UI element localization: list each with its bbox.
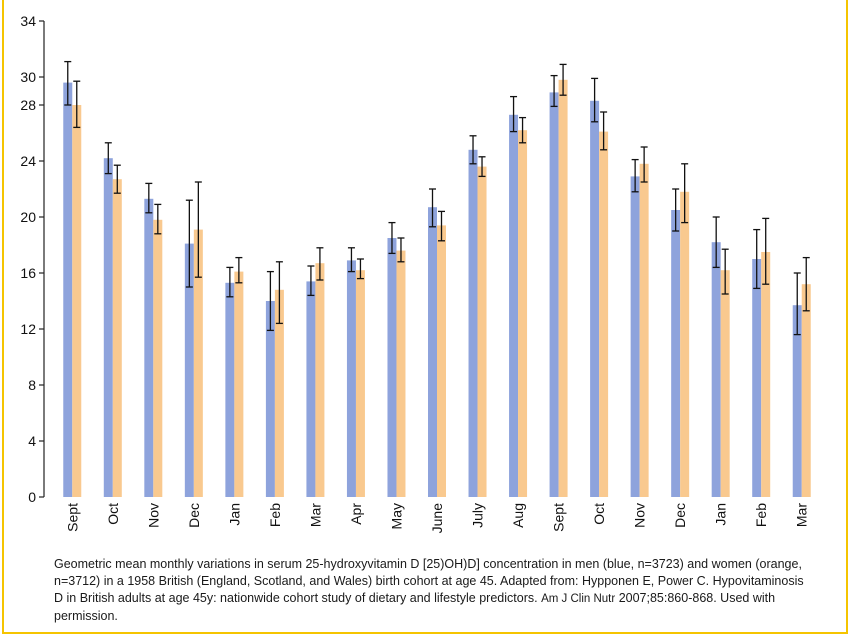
caption-citation: 2007;85:860-868. Used with permission. xyxy=(54,591,776,623)
bar xyxy=(509,114,519,498)
bar xyxy=(306,281,316,497)
y-tick-label: 28 xyxy=(20,97,36,113)
bar xyxy=(711,242,721,497)
x-tick-label: Dec xyxy=(186,503,202,528)
bar xyxy=(590,100,600,498)
x-tick-label: Aug xyxy=(510,503,526,528)
bar xyxy=(720,270,730,497)
x-tick-label: Sept xyxy=(64,503,80,532)
bar xyxy=(468,149,478,498)
bar-chart: 0 4 8 12 16 20 24 28 30 34 Sept Oct Nov Dec Jan Feb Mar A… xyxy=(20,13,811,534)
bar xyxy=(518,130,528,497)
x-tick-label: Mar xyxy=(794,503,810,527)
bar xyxy=(144,198,154,498)
y-tick-label: 0 xyxy=(28,489,36,505)
bar xyxy=(549,92,559,498)
bar xyxy=(103,158,113,497)
y-tick-label: 34 xyxy=(20,13,36,29)
bar xyxy=(761,252,771,497)
x-tick-label: Mar xyxy=(307,503,323,527)
x-tick-label: Sept xyxy=(551,503,567,532)
x-tick-label: Dec xyxy=(672,503,688,528)
y-tick-label: 30 xyxy=(20,69,36,85)
x-tick-label: Oct xyxy=(105,503,121,525)
bar xyxy=(428,207,437,497)
x-tick-label: Nov xyxy=(632,503,648,528)
y-tick-label: 12 xyxy=(20,321,36,337)
x-tick-label: Feb xyxy=(753,503,769,527)
bar xyxy=(184,243,194,497)
x-tick-label: Jan xyxy=(713,503,729,526)
bar xyxy=(346,260,356,497)
bar xyxy=(193,229,203,497)
bar xyxy=(680,191,690,498)
bar xyxy=(63,82,73,497)
bar xyxy=(387,238,397,497)
y-tick-label: 4 xyxy=(28,433,36,449)
y-tick-label: 16 xyxy=(20,265,36,281)
x-tick-label: Jan xyxy=(226,503,242,526)
y-tick-label: 24 xyxy=(20,153,36,169)
x-tick-label: May xyxy=(388,503,404,529)
bar xyxy=(234,271,244,497)
bar xyxy=(599,131,609,497)
bar xyxy=(225,282,235,497)
bar xyxy=(265,301,275,497)
bar xyxy=(315,263,325,497)
x-tick-label: Feb xyxy=(267,503,283,527)
bar xyxy=(671,210,681,497)
bar xyxy=(153,219,163,498)
bar xyxy=(355,270,365,497)
y-tick-label: 20 xyxy=(20,209,36,225)
x-tick-label: Nov xyxy=(145,503,161,528)
y-tick-label: 8 xyxy=(28,377,36,393)
x-tick-label: Oct xyxy=(591,503,607,525)
bar xyxy=(639,163,649,498)
bar xyxy=(396,250,406,497)
figure-caption: Geometric mean monthly variations in ser… xyxy=(54,556,814,625)
caption-journal: Am J Clin Nutr xyxy=(541,593,616,605)
x-tick-label: June xyxy=(429,503,445,534)
bar xyxy=(558,79,568,498)
bar xyxy=(792,305,802,497)
x-tick-label: Apr xyxy=(348,503,364,525)
bar xyxy=(630,176,640,497)
x-tick-label: July xyxy=(470,503,486,528)
bar xyxy=(72,105,82,497)
caption-text: Geometric mean monthly variations in ser… xyxy=(54,557,804,605)
bar xyxy=(437,225,446,497)
bar xyxy=(801,284,811,497)
bar xyxy=(477,166,487,497)
bar xyxy=(274,289,284,497)
bar xyxy=(112,179,122,497)
bar xyxy=(752,259,762,497)
